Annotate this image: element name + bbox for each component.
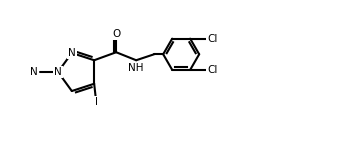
Text: Cl: Cl (207, 34, 218, 44)
Text: N: N (30, 67, 38, 77)
Text: N: N (68, 48, 76, 58)
Text: Cl: Cl (207, 65, 218, 75)
Text: O: O (112, 29, 120, 39)
Text: I: I (95, 97, 98, 107)
Text: NH: NH (129, 63, 144, 73)
Text: N: N (54, 67, 62, 77)
